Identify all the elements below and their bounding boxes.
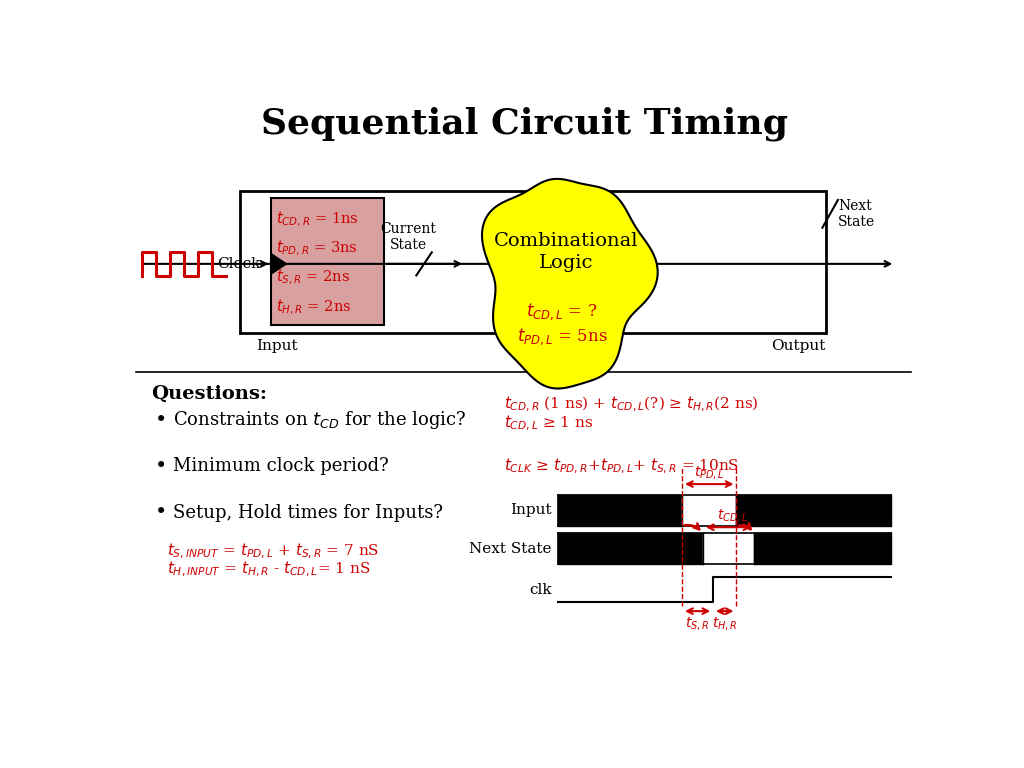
Polygon shape [271, 254, 287, 274]
Text: $t_{PD,L}$ = 5ns: $t_{PD,L}$ = 5ns [516, 326, 607, 347]
Text: $t_{CD,L}$ = ?: $t_{CD,L}$ = ? [526, 301, 598, 322]
Text: Output: Output [771, 339, 825, 353]
Text: $t_{CD,R}$ = 1ns: $t_{CD,R}$ = 1ns [276, 210, 358, 229]
Text: Current
State: Current State [381, 222, 436, 253]
Text: $t_{S,R}$ = 2ns: $t_{S,R}$ = 2ns [276, 268, 350, 287]
Text: Next State: Next State [469, 541, 552, 556]
Text: Clock: Clock [217, 257, 260, 271]
Text: Minimum clock period?: Minimum clock period? [173, 458, 389, 475]
Text: $t_{H,INPUT}$ = $t_{H,R}$ - $t_{CD,L}$= 1 nS: $t_{H,INPUT}$ = $t_{H,R}$ - $t_{CD,L}$= … [167, 560, 370, 579]
Text: •: • [155, 411, 167, 429]
Text: Sequential Circuit Timing: Sequential Circuit Timing [261, 106, 788, 141]
Text: $t_{CD,L}$: $t_{CD,L}$ [717, 507, 749, 524]
Text: $t_{CLK}$ ≥ $t_{PD,R}$+$t_{PD,L}$+ $t_{S,R}$ = 10nS: $t_{CLK}$ ≥ $t_{PD,R}$+$t_{PD,L}$+ $t_{S… [504, 457, 739, 476]
Text: $t_{S,R}$: $t_{S,R}$ [685, 615, 710, 632]
Text: •: • [155, 503, 167, 522]
Text: $t_{CD,L}$ ≥ 1 ns: $t_{CD,L}$ ≥ 1 ns [504, 414, 593, 433]
Text: $t_{H,R}$ = 2ns: $t_{H,R}$ = 2ns [276, 297, 351, 316]
Text: $t_{S,INPUT}$ = $t_{PD,L}$ + $t_{S,R}$ = 7 nS: $t_{S,INPUT}$ = $t_{PD,L}$ + $t_{S,R}$ =… [167, 541, 379, 561]
Text: Constraints on $t_{CD}$ for the logic?: Constraints on $t_{CD}$ for the logic? [173, 409, 466, 431]
Text: •: • [155, 457, 167, 476]
Text: Questions:: Questions: [152, 385, 267, 402]
FancyBboxPatch shape [271, 198, 384, 326]
Text: Next
State: Next State [838, 199, 876, 229]
Text: $t_{H,R}$: $t_{H,R}$ [712, 615, 737, 632]
Text: clk: clk [529, 583, 552, 597]
Text: Setup, Hold times for Inputs?: Setup, Hold times for Inputs? [173, 504, 443, 521]
Text: $t_{PD,R}$ = 3ns: $t_{PD,R}$ = 3ns [276, 239, 357, 258]
Text: Input: Input [256, 339, 298, 353]
Text: Input: Input [510, 503, 552, 518]
Text: $t_{PD,L}$: $t_{PD,L}$ [694, 464, 725, 481]
Polygon shape [482, 179, 657, 389]
Text: Combinational
Logic: Combinational Logic [494, 232, 638, 273]
Text: $t_{CD,R}$ (1 ns) + $t_{CD,L}$(?) ≥ $t_{H,R}$(2 ns): $t_{CD,R}$ (1 ns) + $t_{CD,L}$(?) ≥ $t_{… [504, 395, 759, 415]
